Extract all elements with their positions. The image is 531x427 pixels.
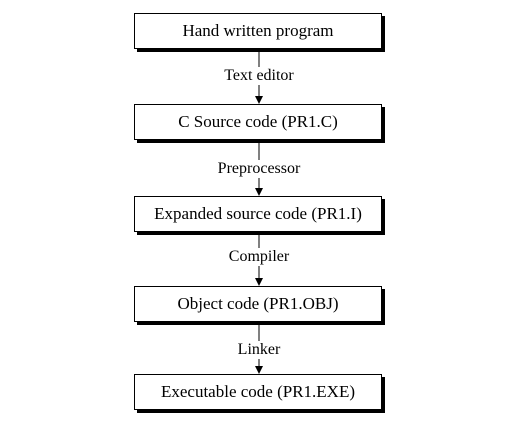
box-c-source-code: C Source code (PR1.C) (134, 104, 382, 140)
label-compiler: Compiler (226, 248, 292, 266)
box-object-code: Object code (PR1.OBJ) (134, 286, 382, 322)
label-linker: Linker (235, 341, 283, 359)
box-hand-written-program: Hand written program (134, 13, 382, 49)
label-text-editor: Text editor (222, 67, 296, 85)
box-expanded-source-code: Expanded source code (PR1.I) (134, 196, 382, 232)
label-preprocessor: Preprocessor (215, 160, 303, 178)
box-executable-code: Executable code (PR1.EXE) (134, 374, 382, 410)
